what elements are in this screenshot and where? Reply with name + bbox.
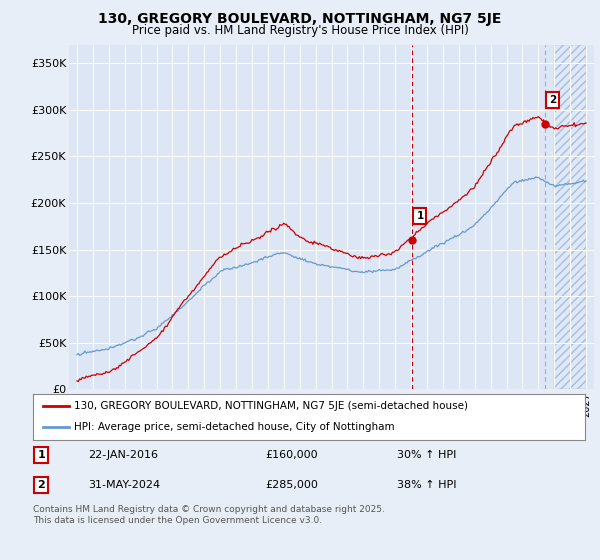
Text: 30% ↑ HPI: 30% ↑ HPI xyxy=(397,450,457,460)
Text: HPI: Average price, semi-detached house, City of Nottingham: HPI: Average price, semi-detached house,… xyxy=(74,422,395,432)
Text: 22-JAN-2016: 22-JAN-2016 xyxy=(88,450,158,460)
Text: 130, GREGORY BOULEVARD, NOTTINGHAM, NG7 5JE: 130, GREGORY BOULEVARD, NOTTINGHAM, NG7 … xyxy=(98,12,502,26)
Text: 38% ↑ HPI: 38% ↑ HPI xyxy=(397,480,457,490)
Text: 31-MAY-2024: 31-MAY-2024 xyxy=(88,480,160,490)
Text: Price paid vs. HM Land Registry's House Price Index (HPI): Price paid vs. HM Land Registry's House … xyxy=(131,24,469,36)
Text: 2: 2 xyxy=(550,95,557,105)
Text: 2: 2 xyxy=(37,480,45,490)
Text: £285,000: £285,000 xyxy=(265,480,318,490)
Text: £160,000: £160,000 xyxy=(265,450,317,460)
Text: 1: 1 xyxy=(416,211,424,221)
Text: Contains HM Land Registry data © Crown copyright and database right 2025.
This d: Contains HM Land Registry data © Crown c… xyxy=(33,505,385,525)
Text: 1: 1 xyxy=(37,450,45,460)
Text: 130, GREGORY BOULEVARD, NOTTINGHAM, NG7 5JE (semi-detached house): 130, GREGORY BOULEVARD, NOTTINGHAM, NG7 … xyxy=(74,401,469,411)
